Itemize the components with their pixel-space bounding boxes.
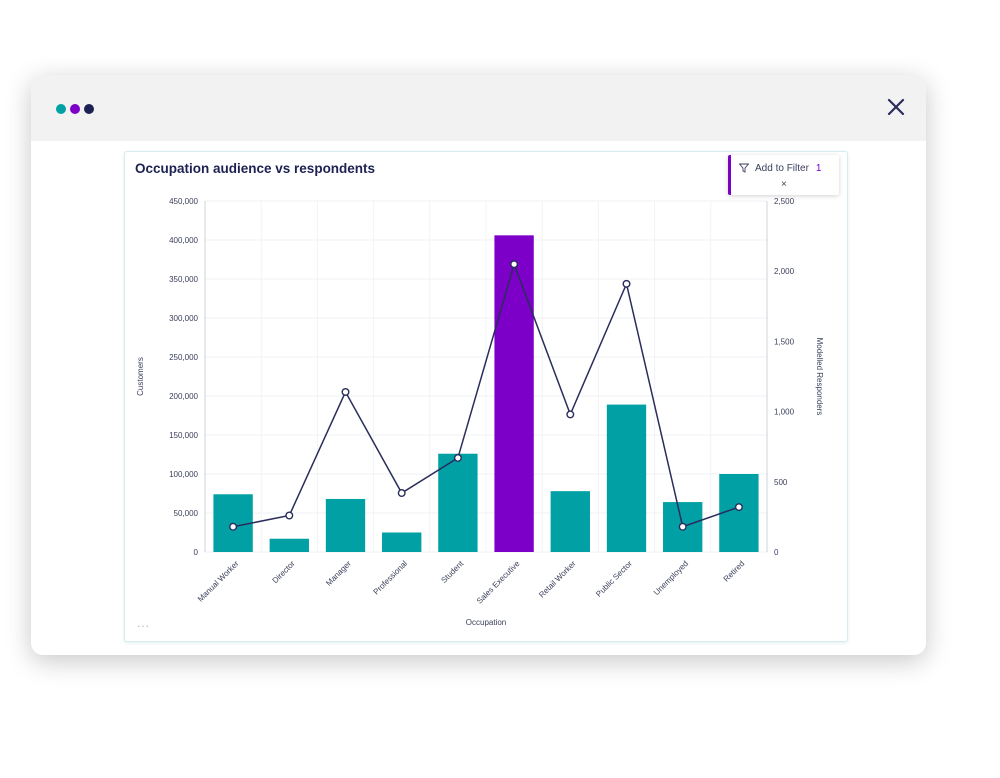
more-options-button[interactable]: ... <box>137 616 151 630</box>
chart-title: Occupation audience vs respondents <box>135 161 376 176</box>
close-icon[interactable] <box>886 97 906 117</box>
y-tick-label: 250,000 <box>169 353 198 362</box>
x-tick-label: Retail Worker <box>537 559 578 600</box>
app-window: Occupation audience vs respondents 0 50,0… <box>31 75 926 655</box>
window-dot-purple <box>70 104 80 114</box>
y-tick-label: 100,000 <box>169 470 198 479</box>
x-tick-label: Manual Worker <box>196 559 241 604</box>
responders-line <box>232 261 740 528</box>
y-tick-label: 150,000 <box>169 431 198 440</box>
line-point <box>510 260 519 269</box>
y-axis-title: Customers <box>136 357 145 396</box>
bar-professional <box>382 532 422 552</box>
bar-director <box>269 538 309 552</box>
title-bar <box>31 75 926 141</box>
bar-public-sector <box>606 404 647 552</box>
window-dot-navy <box>84 104 94 114</box>
x-tick-label: Unemployed <box>652 559 690 597</box>
add-to-filter-button[interactable]: Add to Filter 1 <box>739 160 821 176</box>
filter-close-button[interactable]: × <box>781 179 787 190</box>
line-point <box>622 279 631 288</box>
bar-manager <box>325 498 366 552</box>
y2-tick-label: 1,000 <box>774 408 795 417</box>
y2-axis-title: Modelled Responders <box>815 338 824 416</box>
line-point <box>229 522 238 531</box>
line-point <box>678 522 687 531</box>
bar-retail-worker <box>550 491 590 552</box>
line-point <box>341 387 350 396</box>
y-tick-label: 0 <box>194 548 199 557</box>
y2-tick-label: 1,500 <box>774 337 795 346</box>
y2-tick-label: 500 <box>774 478 788 487</box>
y-tick-label: 350,000 <box>169 275 198 284</box>
x-tick-label: Manager <box>324 559 353 588</box>
y-tick-label: 200,000 <box>169 392 198 401</box>
filter-icon <box>739 163 749 173</box>
x-tick-label: Sales Executive <box>475 559 522 606</box>
add-to-filter-label: Add to Filter <box>755 162 809 174</box>
window-dot-teal <box>56 104 66 114</box>
x-axis-title: Occupation <box>466 618 506 627</box>
y2-tick-label: 2,000 <box>774 267 795 276</box>
combo-chart: 0 50,000 100,000 150,000 200,000 250,000 300,0… <box>136 197 824 627</box>
x-tick-label: Retired <box>722 559 747 584</box>
line-point <box>566 410 575 419</box>
line-point <box>285 511 294 520</box>
line-point <box>397 489 406 498</box>
bar-retired <box>719 474 759 552</box>
x-tick-label: Professional <box>372 559 410 597</box>
y2-tick-label: 2,500 <box>774 197 795 206</box>
line-point <box>453 453 462 462</box>
y-tick-label: 300,000 <box>169 314 198 323</box>
bar-sales-executive <box>494 235 534 552</box>
y-tick-label: 450,000 <box>169 197 198 206</box>
y2-tick-label: 0 <box>774 548 779 557</box>
filter-count-badge: 1 <box>815 162 822 174</box>
x-tick-label: Director <box>271 559 297 585</box>
add-to-filter-popover: Add to Filter 1 × <box>728 155 839 195</box>
chart-card: Occupation audience vs respondents 0 50,0… <box>124 151 848 642</box>
x-tick-label: Public Sector <box>594 559 634 599</box>
y-tick-label: 50,000 <box>174 509 199 518</box>
x-tick-label: Student <box>439 559 465 585</box>
y-tick-label: 400,000 <box>169 236 198 245</box>
line-point <box>734 503 743 512</box>
bar-student <box>438 453 478 552</box>
